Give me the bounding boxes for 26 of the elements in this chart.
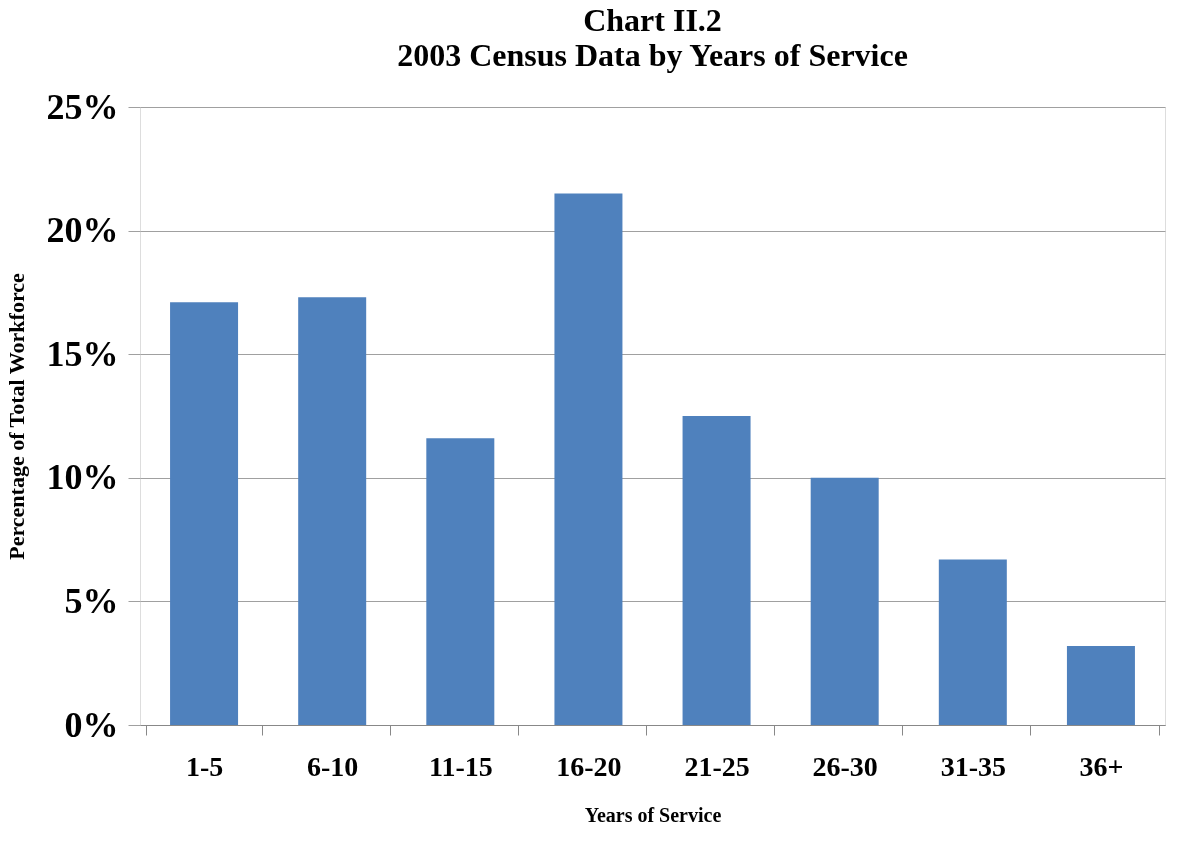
x-tick-label: 21-25 — [684, 750, 750, 782]
bar — [426, 438, 495, 725]
y-axis-title: Percentage of Total Workforce — [3, 272, 29, 560]
x-tick-label: 31-35 — [940, 750, 1006, 782]
y-tick-label: 25% — [46, 86, 119, 127]
bar — [938, 559, 1007, 725]
y-tick-label: 0% — [64, 704, 119, 745]
x-tick-label: 11-15 — [428, 750, 493, 782]
y-tick-label: 10% — [46, 457, 119, 498]
x-tick-label: 26-30 — [812, 750, 878, 782]
chart-subtitle: 2003 Census Data by Years of Service — [397, 37, 908, 73]
x-tick-label: 36+ — [1079, 750, 1124, 782]
bar — [682, 416, 751, 725]
y-tick-label: 20% — [46, 210, 119, 251]
x-tick-label: 16-20 — [556, 750, 622, 782]
y-tick-label: 15% — [46, 333, 119, 374]
bar — [554, 193, 623, 725]
x-axis-title: Years of Service — [584, 803, 722, 826]
bar — [170, 302, 239, 725]
x-tick-label: 1-5 — [185, 750, 224, 782]
chart-title: Chart II.2 — [583, 2, 722, 38]
bar — [298, 297, 367, 725]
y-tick-label: 5% — [64, 580, 119, 621]
x-tick-label: 6-10 — [307, 750, 359, 782]
bar — [1066, 645, 1135, 725]
bar — [810, 477, 879, 725]
